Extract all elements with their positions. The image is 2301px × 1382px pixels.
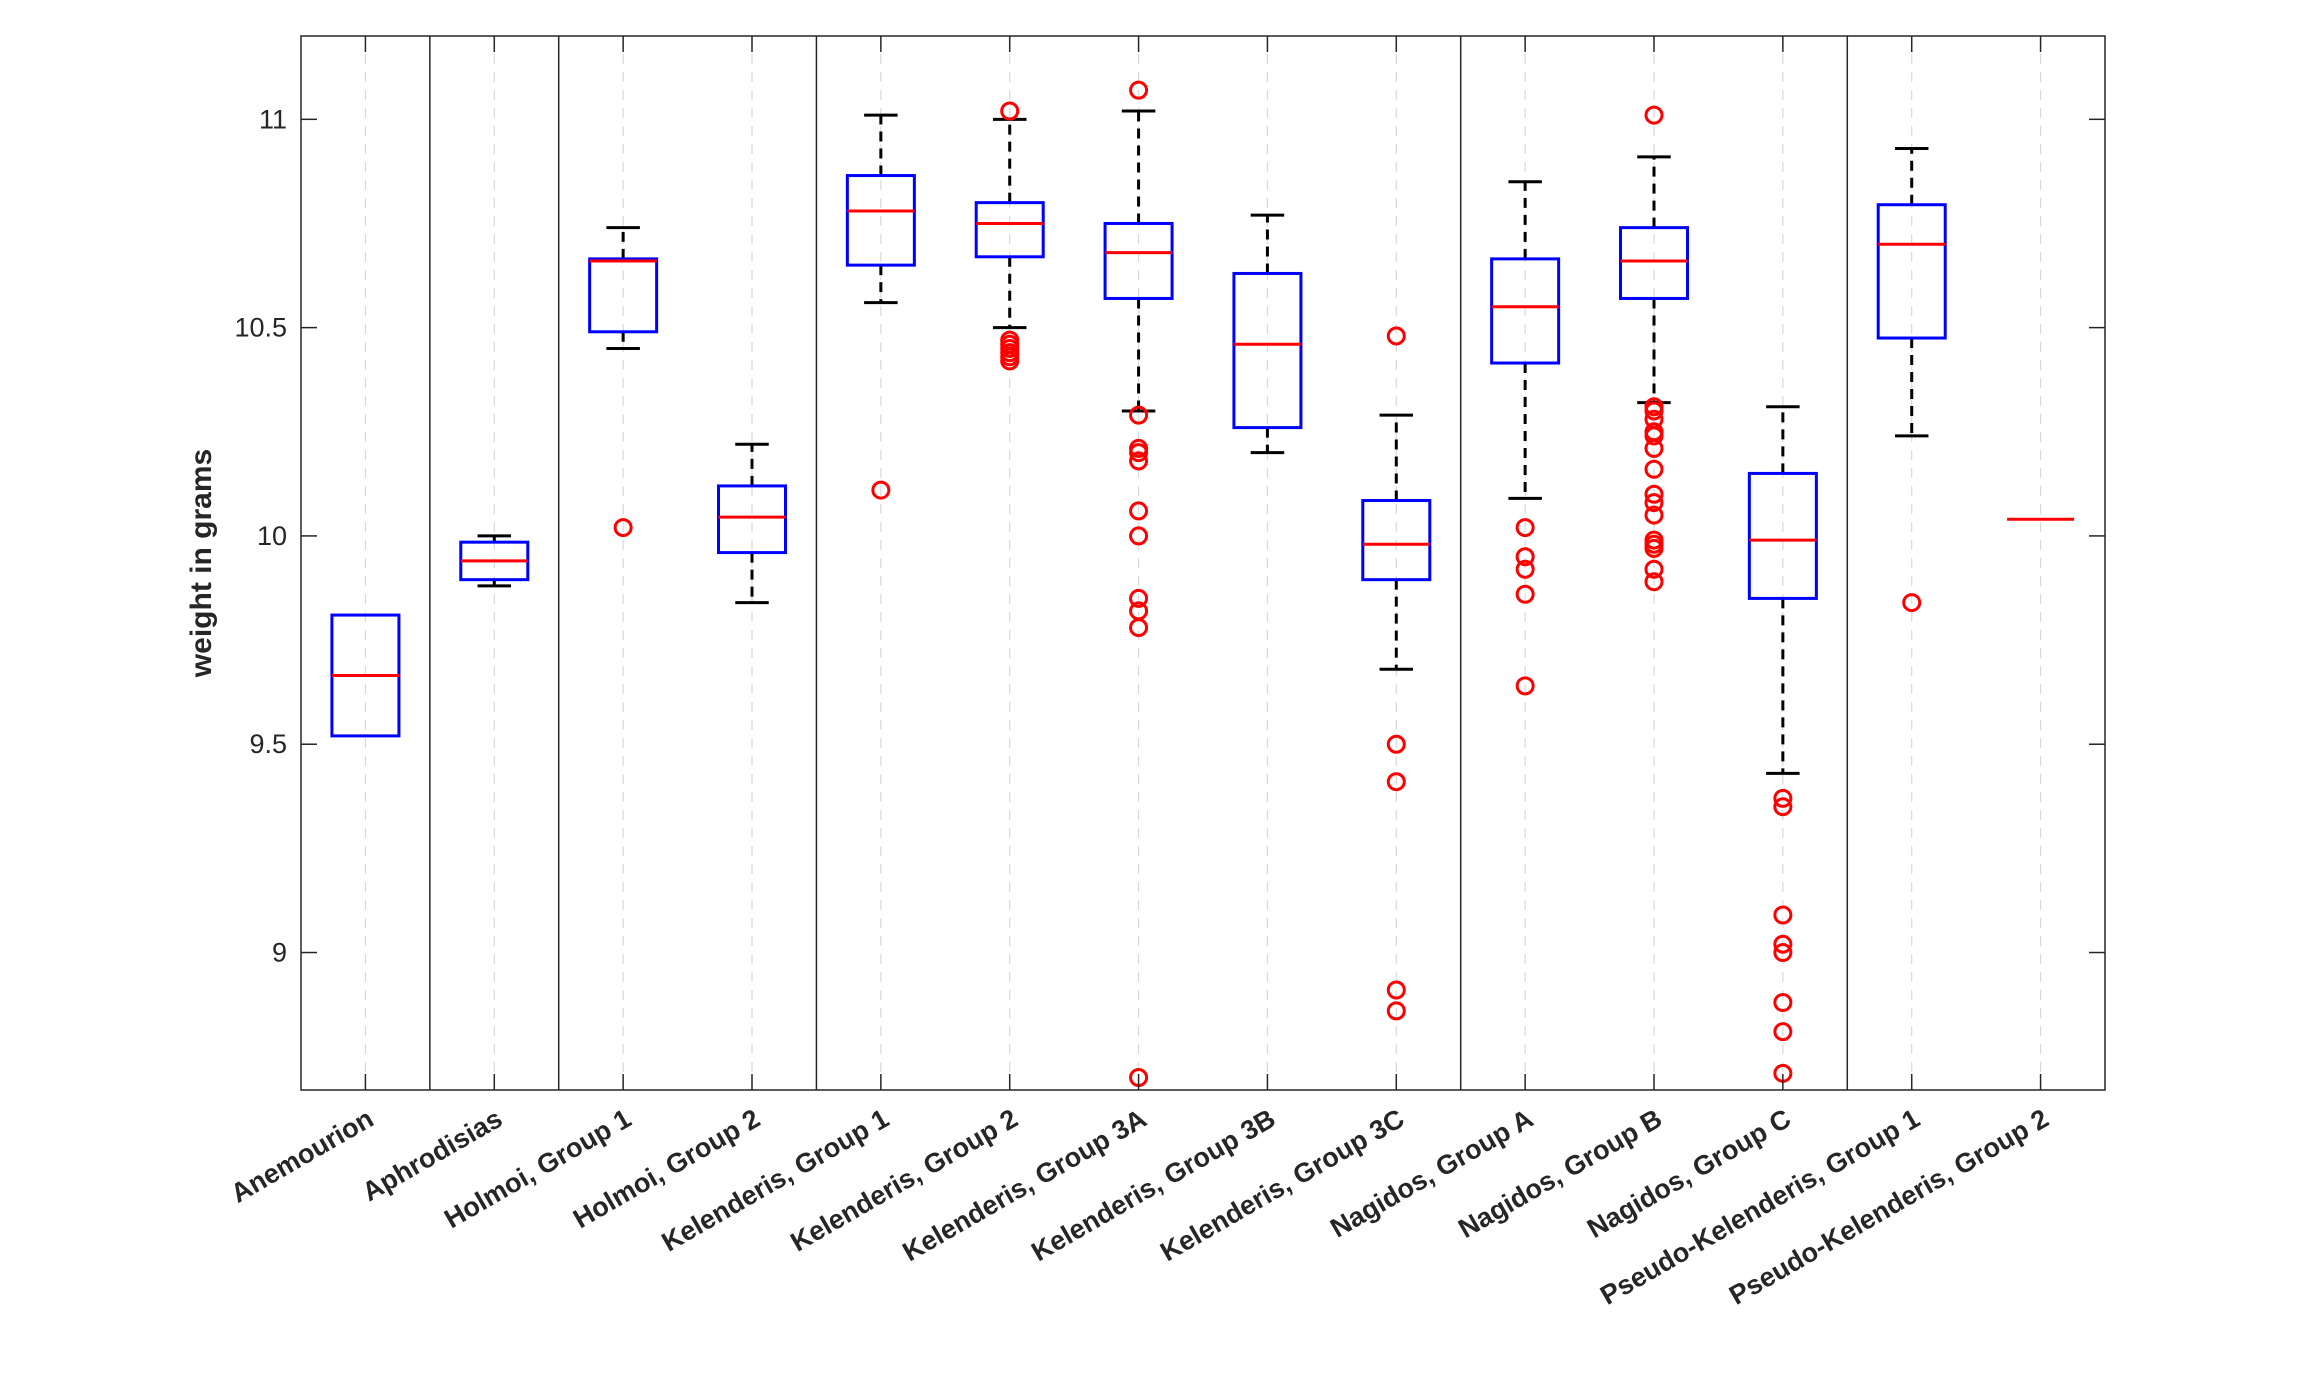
grid-lines: [364, 36, 2042, 1090]
box-group: [974, 101, 1045, 371]
outlier-point: [871, 480, 891, 500]
box-group: [1103, 80, 1174, 1088]
outlier-point: [1773, 1022, 1793, 1042]
iqr-box: [974, 201, 1045, 259]
outlier-point: [1773, 993, 1793, 1013]
outlier-point: [1644, 397, 1664, 417]
iqr-box: [845, 174, 916, 267]
iqr-box: [1876, 203, 1947, 340]
x-category-label: Kelenderis, Group 3B: [1026, 1103, 1280, 1267]
outlier-point: [1000, 101, 1020, 121]
iqr-box: [588, 257, 659, 334]
outlier-point: [1129, 451, 1149, 471]
box-group: [1747, 405, 1818, 1083]
outlier-point: [1129, 438, 1149, 458]
outlier-point: [1644, 530, 1664, 550]
box-group: [1232, 213, 1303, 455]
y-axis-ticks: 9 9.5 10 10.5 11: [234, 104, 2105, 968]
box-group: [1361, 326, 1432, 1021]
y-tick-label: 9.5: [249, 729, 287, 759]
y-tick-label: 10.5: [234, 313, 287, 343]
iqr-box: [1232, 271, 1303, 430]
x-category-label: Kelenderis, Group 2: [786, 1103, 1023, 1257]
outlier-point: [1644, 493, 1664, 513]
outlier-point: [1129, 601, 1149, 621]
box-group: [1876, 146, 1947, 613]
y-tick-label: 11: [259, 104, 287, 134]
y-tick-label: 9: [272, 938, 287, 968]
iqr-box: [1747, 471, 1818, 600]
outlier-point: [1902, 593, 1922, 613]
box-group: [588, 226, 659, 538]
group-separators: [429, 36, 1849, 1090]
outlier-point: [1515, 547, 1535, 567]
outlier-point: [1644, 422, 1664, 442]
outlier-point: [1515, 559, 1535, 579]
outlier-point: [1644, 572, 1664, 592]
outlier-point: [1773, 905, 1793, 925]
x-category-label: Kelenderis, Group 3C: [1155, 1103, 1409, 1267]
outlier-point: [1386, 980, 1406, 1000]
box-group: [330, 613, 401, 738]
outlier-point: [1773, 943, 1793, 963]
outlier-point: [613, 518, 633, 538]
box-group: [716, 442, 788, 605]
iqr-box: [716, 484, 788, 555]
outlier-point: [1129, 526, 1149, 546]
outlier-point: [1644, 105, 1664, 125]
box-group: [1490, 180, 1561, 696]
outlier-point: [1129, 80, 1149, 100]
outlier-point: [1386, 772, 1406, 792]
boxes: [330, 80, 2075, 1088]
outlier-point: [1515, 676, 1535, 696]
outlier-point: [1515, 584, 1535, 604]
plot-frame: [300, 35, 2106, 1091]
box-group: [1618, 105, 1690, 592]
iqr-box: [1618, 226, 1690, 300]
box-group: [845, 113, 916, 500]
outlier-point: [1644, 459, 1664, 479]
outlier-point: [1644, 559, 1664, 579]
outlier-point: [1644, 505, 1664, 525]
iqr-box: [1361, 499, 1432, 582]
x-category-label: Kelenderis, Group 3A: [897, 1103, 1151, 1267]
outlier-point: [1644, 409, 1664, 429]
y-axis-title: weight in grams: [185, 449, 218, 678]
outlier-point: [1386, 1001, 1406, 1021]
x-category-label: Kelenderis, Group 1: [657, 1103, 894, 1257]
outlier-point: [1386, 326, 1406, 346]
box-group: [459, 534, 530, 588]
outlier-point: [1386, 734, 1406, 754]
outlier-point: [1515, 518, 1535, 538]
iqr-box: [1490, 257, 1561, 365]
outlier-point: [1773, 788, 1793, 808]
x-category-label: Anemourion: [226, 1103, 379, 1208]
outlier-point: [1129, 405, 1149, 425]
outlier-point: [1773, 797, 1793, 817]
outlier-point: [1000, 330, 1020, 350]
outlier-point: [1773, 934, 1793, 954]
iqr-box: [1103, 221, 1174, 300]
plot-area: [301, 36, 2105, 1090]
outlier-point: [1644, 484, 1664, 504]
y-tick-label: 10: [257, 521, 287, 551]
outlier-point: [1129, 588, 1149, 608]
outlier-point: [1129, 501, 1149, 521]
